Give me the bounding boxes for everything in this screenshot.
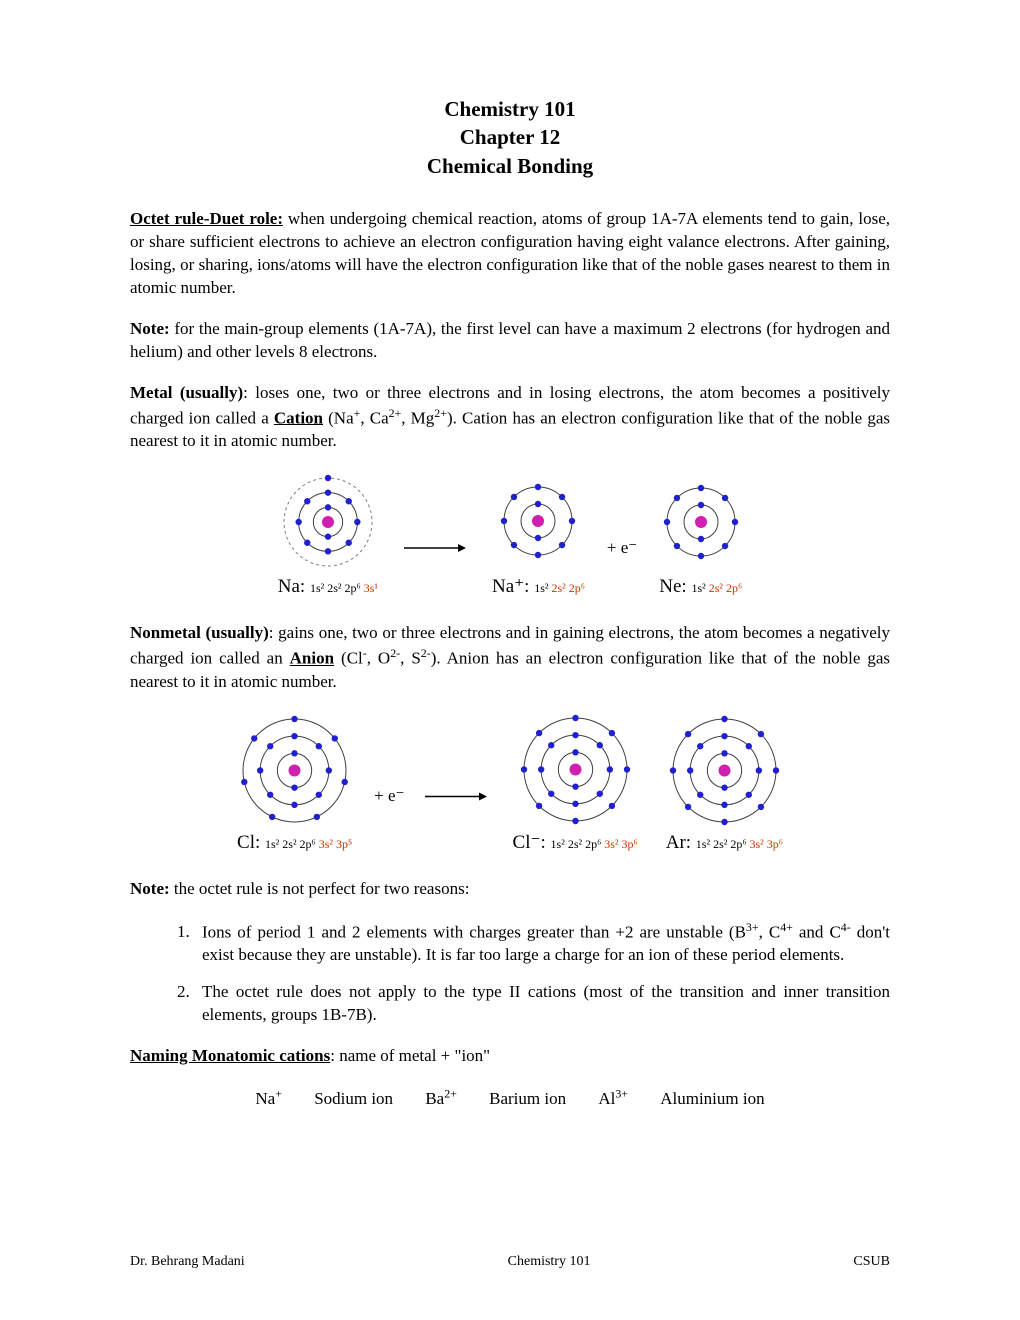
para-naming: Naming Monatomic cations: name of metal … — [130, 1045, 890, 1068]
page: Chemistry 101 Chapter 12 Chemical Bondin… — [0, 0, 1020, 1320]
title-line-2: Chapter 12 — [130, 123, 890, 151]
examples-row: Na+ Sodium ion Ba2+ Barium ion Al3+ Alum… — [130, 1086, 890, 1109]
li2: The octet rule does not apply to the typ… — [202, 982, 890, 1024]
ex-ba-name: Barium ion — [489, 1089, 566, 1108]
para-metal: Metal (usually): loses one, two or three… — [130, 382, 890, 453]
note2-lead: Note: — [130, 879, 170, 898]
diagram-cation: Na: 1s² 2s² 2p⁶ 3s¹ Na⁺: 1s² 2s² 2p⁶ + e⁻ N… — [130, 471, 890, 598]
diagram-anion: Cl: 1s² 2s² 2p⁶ 3s² 3p⁵ + e⁻ Cl⁻: 1s² 2s² … — [130, 712, 890, 854]
atom-diagram: Cl: 1s² 2s² 2p⁶ 3s² 3p⁵ — [237, 713, 352, 854]
octet-lead: Octet rule-Duet role: — [130, 209, 283, 228]
para-octet: Octet rule-Duet role: when undergoing ch… — [130, 208, 890, 300]
cation-word: Cation — [274, 408, 323, 427]
atom-label: Na: 1s² 2s² 2p⁶ 3s¹ — [278, 576, 378, 598]
atom-label: Na⁺: 1s² 2s² 2p⁶ — [492, 575, 585, 598]
footer-center: Chemistry 101 — [508, 1254, 591, 1270]
list-item: The octet rule does not apply to the typ… — [194, 981, 890, 1027]
para-nonmetal: Nonmetal (usually): gains one, two or th… — [130, 622, 890, 693]
para-note2: Note: the octet rule is not perfect for … — [130, 878, 890, 901]
atom-label: Cl: 1s² 2s² 2p⁶ 3s² 3p⁵ — [237, 832, 352, 854]
reasons-list: Ions of period 1 and 2 elements with cha… — [130, 919, 890, 1027]
plus-electron-label: + e⁻ — [599, 498, 645, 598]
atom-diagram: Na⁺: 1s² 2s² 2p⁶ — [492, 471, 585, 598]
nonmetal-lead: Nonmetal (usually) — [130, 623, 269, 642]
atom-diagram: Ne: 1s² 2s² 2p⁶ — [659, 472, 742, 598]
page-title: Chemistry 101 Chapter 12 Chemical Bondin… — [130, 95, 890, 180]
title-line-1: Chemistry 101 — [130, 95, 890, 123]
anion-word: Anion — [290, 649, 334, 668]
naming-tail: : name of metal + "ion" — [330, 1046, 490, 1065]
atom-label: Ar: 1s² 2s² 2p⁶ 3s² 3p⁶ — [666, 832, 783, 854]
page-footer: Dr. Behrang Madani Chemistry 101 CSUB — [130, 1254, 890, 1270]
arrow-icon — [413, 739, 499, 854]
ex-na: Na+ — [255, 1089, 282, 1108]
arrow-icon — [392, 498, 478, 598]
naming-lead: Naming Monatomic cations — [130, 1046, 330, 1065]
ex-al: Al3+ — [598, 1089, 628, 1108]
atom-diagram: Na: 1s² 2s² 2p⁶ 3s¹ — [278, 472, 378, 598]
ex-ba: Ba2+ — [425, 1089, 457, 1108]
ex-na-name: Sodium ion — [314, 1089, 393, 1108]
metal-lead: Metal (usually) — [130, 383, 243, 402]
plus-electron-label: + e⁻ — [366, 739, 412, 854]
note1-text: for the main-group elements (1A-7A), the… — [130, 319, 890, 361]
note1-lead: Note: — [130, 319, 170, 338]
note2-text: the octet rule is not perfect for two re… — [170, 879, 470, 898]
list-item: Ions of period 1 and 2 elements with cha… — [194, 919, 890, 968]
ex-al-name: Aluminium ion — [660, 1089, 764, 1108]
para-note1: Note: for the main-group elements (1A-7A… — [130, 318, 890, 364]
title-line-3: Chemical Bonding — [130, 152, 890, 180]
li1a: Ions of period 1 and 2 elements with cha… — [202, 922, 746, 941]
nonmetal-mid2: (Cl — [334, 649, 363, 668]
footer-left: Dr. Behrang Madani — [130, 1254, 245, 1270]
atom-diagram: Cl⁻: 1s² 2s² 2p⁶ 3s² 3p⁶ — [513, 712, 638, 854]
atom-label: Ne: 1s² 2s² 2p⁶ — [659, 576, 742, 598]
atom-diagram: Ar: 1s² 2s² 2p⁶ 3s² 3p⁶ — [666, 713, 783, 854]
atom-label: Cl⁻: 1s² 2s² 2p⁶ 3s² 3p⁶ — [513, 831, 638, 854]
footer-right: CSUB — [853, 1254, 890, 1270]
metal-mid2: (Na — [323, 408, 354, 427]
